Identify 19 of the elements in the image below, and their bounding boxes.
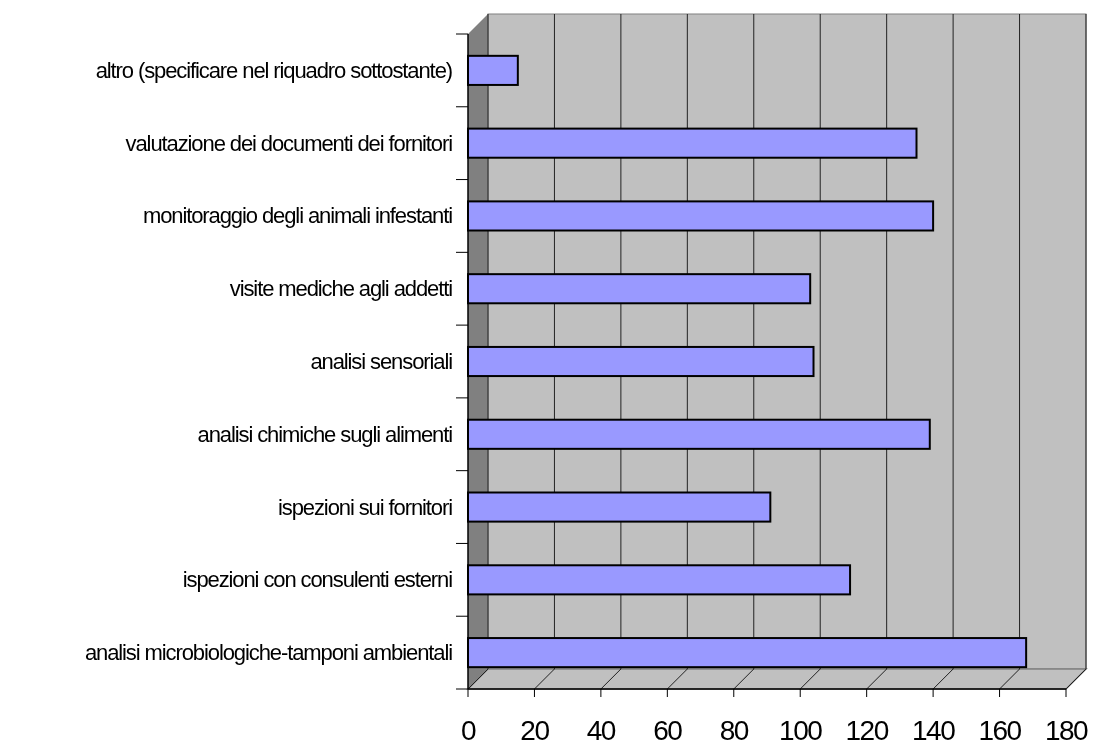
y-tick-label: visite mediche agli addetti (229, 276, 453, 302)
y-tick-label: analisi microbiologiche-tamponi ambientali (84, 640, 453, 666)
x-tick-label: 100 (779, 715, 823, 746)
x-tick-label: 160 (978, 715, 1022, 746)
y-tick-label: analisi chimiche sugli alimenti (197, 421, 453, 447)
y-tick-label: altro (specificare nel riquadro sottostante) (95, 57, 452, 83)
x-tick-label: 20 (520, 715, 550, 746)
x-tick-label: 180 (1044, 715, 1089, 746)
y-tick-label: analisi sensoriali (310, 349, 453, 374)
x-tick-label: 120 (845, 715, 889, 746)
x-tick-label: 80 (719, 715, 749, 746)
y-tick-label: monitoraggio degli animali infestanti (142, 203, 453, 229)
x-tick-label: 140 (912, 715, 956, 746)
y-tick-label: ispezioni sui fornitori (277, 494, 453, 520)
x-tick-label: 0 (460, 715, 476, 746)
y-tick-label: ispezioni con consulenti esterni (182, 567, 453, 593)
y-tick-label: valutazione dei documenti dei fornitori (125, 130, 453, 156)
x-tick-label: 40 (586, 715, 616, 746)
x-tick-label: 60 (653, 715, 683, 746)
